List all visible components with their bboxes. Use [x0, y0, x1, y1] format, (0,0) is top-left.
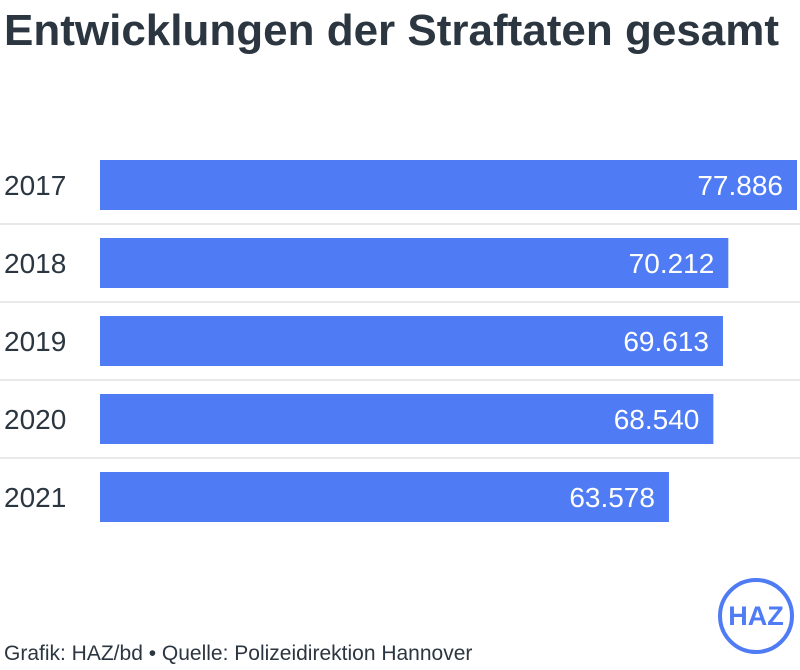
source-note: Grafik: HAZ/bd • Quelle: Polizeidirektio…: [4, 642, 473, 665]
value-label: 68.540: [614, 404, 700, 435]
bar-2017: [100, 160, 797, 210]
category-label: 2021: [4, 482, 66, 513]
category-label: 2018: [4, 248, 66, 279]
bar-2020: [100, 394, 714, 444]
value-label: 69.613: [623, 326, 709, 357]
value-label: 70.212: [629, 248, 715, 279]
bar-2019: [100, 316, 723, 366]
value-label: 77.886: [697, 170, 783, 201]
bar-2018: [100, 238, 729, 288]
value-label: 63.578: [569, 482, 655, 513]
category-label: 2019: [4, 326, 66, 357]
chart-title: Entwicklungen der Straftaten gesamt: [4, 6, 780, 55]
category-label: 2020: [4, 404, 66, 435]
bar-2021: [100, 472, 669, 522]
haz-logo: HAZ: [718, 578, 794, 654]
bar-chart: 2017 77.886 2018 70.212 2019 69.613 2020 68.540…: [0, 160, 800, 522]
category-label: 2017: [4, 170, 66, 201]
